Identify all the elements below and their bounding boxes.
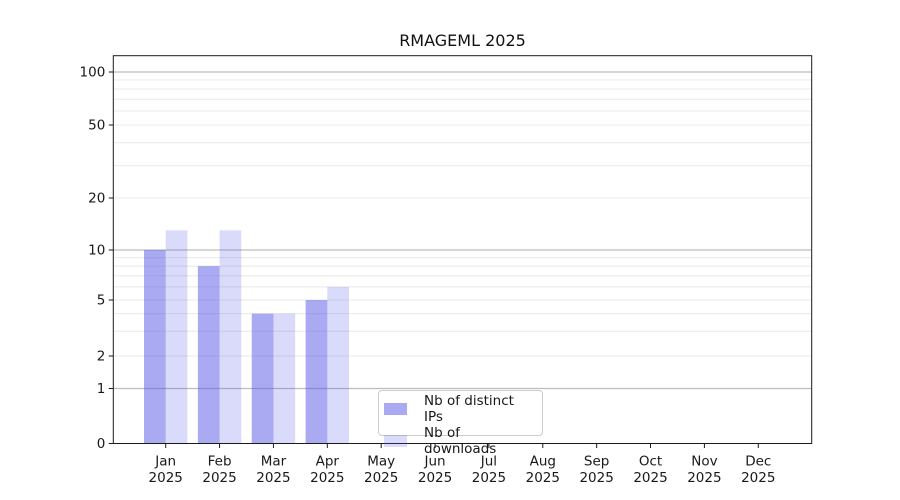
x-tick-label-month: Apr xyxy=(316,454,340,470)
legend: Nb of distinct IPs Nb of downloads xyxy=(378,390,543,457)
x-tick-label-year: 2025 xyxy=(687,470,721,486)
legend-swatch-distinct-ips xyxy=(384,403,407,415)
x-tick-label-month: Jul xyxy=(480,454,497,470)
x-tick-label-year: 2025 xyxy=(472,470,506,486)
y-tick-label: 1 xyxy=(97,381,106,397)
bar-downloads-feb xyxy=(219,230,242,444)
x-tick-label-year: 2025 xyxy=(310,470,344,486)
x-tick-label-year: 2025 xyxy=(364,470,398,486)
x-tick-label-month: Dec xyxy=(745,454,771,470)
x-tick-label-month: Jan xyxy=(154,454,176,470)
x-tick-label-year: 2025 xyxy=(256,470,290,486)
legend-label-downloads: Nb of downloads xyxy=(424,425,497,457)
bar-downloads-apr xyxy=(327,286,350,444)
x-tick-label-year: 2025 xyxy=(418,470,452,486)
x-tick-label-year: 2025 xyxy=(526,470,560,486)
y-tick-label: 5 xyxy=(97,293,106,309)
x-tick-label-month: Nov xyxy=(691,454,717,470)
x-tick-label-year: 2025 xyxy=(633,470,667,486)
x-tick-label-month: Mar xyxy=(261,454,287,470)
legend-item-distinct-ips: Nb of distinct IPs xyxy=(384,393,534,425)
legend-label-distinct-ips: Nb of distinct IPs xyxy=(424,393,514,425)
y-tick-label: 2 xyxy=(97,349,106,365)
bar-downloads-mar xyxy=(273,313,296,444)
x-tick-label-month: Sep xyxy=(584,454,609,470)
bar-downloads-jan xyxy=(165,230,188,444)
x-tick-label-year: 2025 xyxy=(202,470,236,486)
legend-item-downloads: Nb of downloads xyxy=(384,425,534,457)
x-tick-label-year: 2025 xyxy=(741,470,775,486)
y-tick-label: 100 xyxy=(80,65,106,81)
legend-swatch-downloads xyxy=(384,435,407,447)
y-tick-label: 10 xyxy=(88,243,105,259)
x-tick-label-month: Oct xyxy=(639,454,662,470)
x-tick-label-month: May xyxy=(367,454,395,470)
x-tick-label-month: Feb xyxy=(208,454,232,470)
bar-distinct-ips-mar xyxy=(251,313,274,444)
x-tick-label-month: Aug xyxy=(530,454,556,470)
x-tick-label-year: 2025 xyxy=(149,470,183,486)
chart-title: RMAGEML 2025 xyxy=(399,31,526,50)
bar-distinct-ips-apr xyxy=(305,300,328,444)
x-tick-label-year: 2025 xyxy=(579,470,613,486)
bar-distinct-ips-jan xyxy=(144,250,166,444)
bar-distinct-ips-feb xyxy=(197,266,220,444)
y-tick-label: 50 xyxy=(88,118,105,134)
y-tick-label: 0 xyxy=(97,436,106,452)
y-tick-label: 20 xyxy=(88,191,105,207)
x-tick-label-month: Jun xyxy=(424,454,446,470)
